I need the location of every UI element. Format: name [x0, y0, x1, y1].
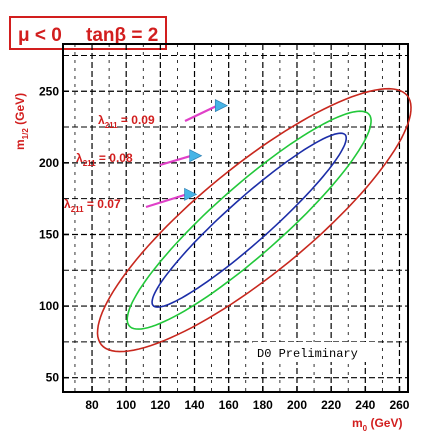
- y-axis-label: m1/2 (GeV): [13, 93, 30, 150]
- y-tick-label-150: 150: [39, 227, 59, 241]
- y-tick-label-250: 250: [39, 84, 59, 98]
- x-tick-label-120: 120: [150, 398, 170, 412]
- x-tick-label-160: 160: [219, 398, 239, 412]
- x-axis-label-unit: (GeV): [367, 416, 402, 430]
- y-axis-label-main: m: [13, 139, 27, 150]
- x-tick-label-220: 220: [321, 398, 341, 412]
- label-lambda-007-sub: 211: [71, 205, 84, 214]
- x-tick-label-140: 140: [184, 398, 204, 412]
- label-lambda-009-sym: λ: [98, 113, 105, 127]
- y-axis-label-sub: 1/2: [21, 128, 30, 140]
- y-axis-label-unit: (GeV): [13, 93, 27, 128]
- contour-red: [96, 87, 412, 353]
- x-tick-label-200: 200: [287, 398, 307, 412]
- y-tick-label-50: 50: [46, 371, 60, 385]
- x-tick-label-180: 180: [253, 398, 273, 412]
- label-lambda-008-eq: = 0.08: [96, 151, 133, 165]
- annotation-bg: [253, 342, 375, 362]
- x-tick-label-260: 260: [389, 398, 409, 412]
- arrow-shaft-1: [159, 154, 192, 167]
- x-tick-label-240: 240: [355, 398, 375, 412]
- contours: [96, 87, 412, 353]
- label-lambda-007-eq: = 0.07: [84, 197, 121, 211]
- label-lambda-008-sym: λ: [76, 151, 83, 165]
- x-axis-label-sub: 0: [363, 424, 368, 433]
- x-tick-label-80: 80: [85, 398, 99, 412]
- y-ticks: 50 100 150 200 250: [39, 84, 69, 385]
- y-tick-label-200: 200: [39, 156, 59, 170]
- label-lambda-008-sub: 211: [83, 159, 96, 168]
- x-tick-label-100: 100: [116, 398, 136, 412]
- annotation-d0-preliminary: D0 Preliminary: [257, 347, 358, 361]
- arrow-head-2: [184, 187, 198, 201]
- title-mu: μ < 0: [18, 25, 62, 46]
- label-lambda-008: λ211 = 0.08: [76, 151, 133, 168]
- plot-frame: [62, 43, 409, 393]
- arrows: [145, 99, 228, 209]
- gridlines: [63, 44, 408, 392]
- arrow-shaft-0: [184, 104, 218, 122]
- arrow-shaft-2: [145, 193, 187, 209]
- arrow-head-1: [189, 149, 203, 163]
- plot-border: [62, 43, 409, 393]
- x-axis-label: m0 (GeV): [352, 416, 402, 433]
- x-axis-label-main: m: [352, 416, 363, 430]
- contour-blue: [151, 132, 348, 308]
- title-tanbeta: tanβ = 2: [86, 25, 158, 46]
- y-tick-label-100: 100: [39, 299, 59, 313]
- label-lambda-009-sub: 211: [105, 121, 118, 130]
- label-lambda-009-eq: = 0.09: [118, 113, 155, 127]
- label-lambda-009: λ211 = 0.09: [98, 113, 155, 130]
- label-lambda-007-sym: λ: [64, 197, 71, 211]
- arrow-head-0: [214, 99, 228, 113]
- contour-green: [126, 110, 372, 330]
- x-ticks: 80 100 120 140 160 180 200 220 240 260: [85, 386, 410, 412]
- label-lambda-007: λ211 = 0.07: [64, 197, 121, 214]
